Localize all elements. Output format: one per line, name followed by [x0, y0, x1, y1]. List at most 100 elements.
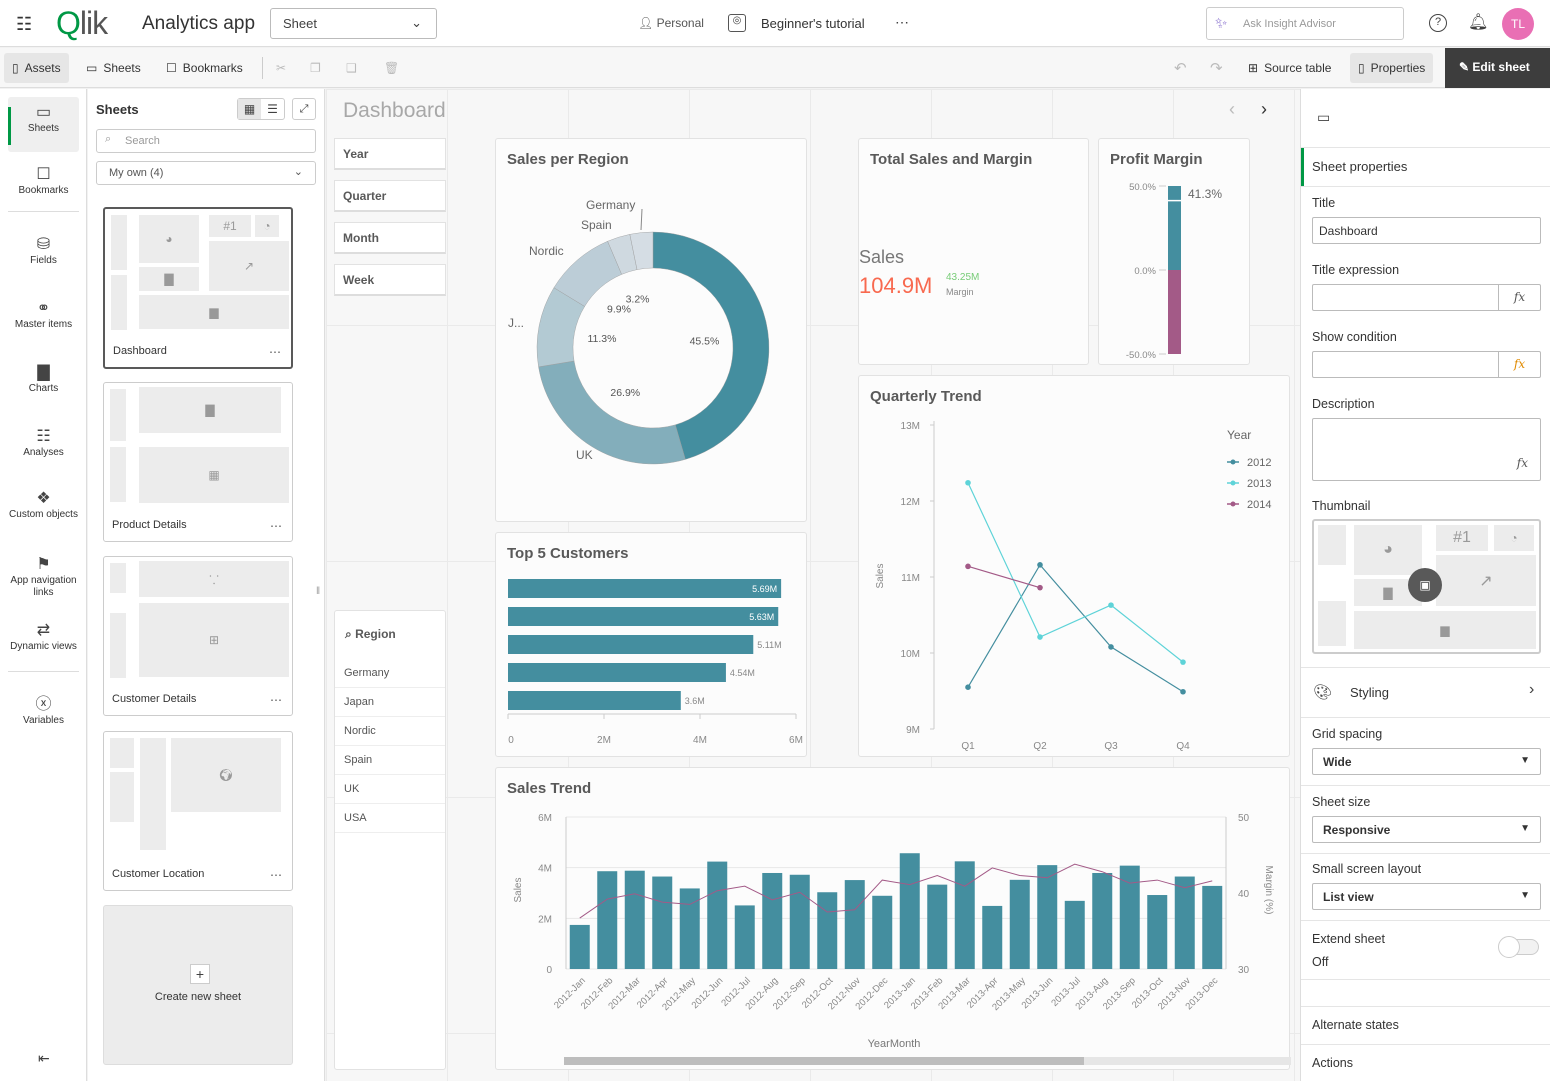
source-table-button[interactable]: ⊞Source table: [1240, 53, 1339, 83]
sheets-button[interactable]: ▭Sheets: [78, 53, 149, 83]
avatar[interactable]: TL: [1502, 8, 1534, 40]
region-item[interactable]: Spain: [335, 746, 445, 775]
grid-view-icon[interactable]: ▦: [238, 99, 261, 119]
legend-marker: [1231, 481, 1236, 486]
create-new-sheet-button[interactable]: + Create new sheet: [103, 905, 293, 1065]
sheet-card-customer-location[interactable]: 🌍︎ Customer Location⋯: [103, 731, 293, 891]
filter-week[interactable]: Week: [334, 264, 446, 296]
redo-icon[interactable]: ↷: [1202, 53, 1231, 83]
small-screen-select[interactable]: List view▼: [1312, 883, 1541, 910]
sheet-card-customer-details[interactable]: ⸪ ⊞ Customer Details⋯: [103, 556, 293, 716]
collapse-icon[interactable]: ⇤: [38, 1050, 50, 1067]
actions-section[interactable]: Actions: [1312, 1056, 1353, 1070]
rail-item-fields[interactable]: ⛁Fields: [8, 239, 79, 267]
delete-icon[interactable]: 🗑︎: [376, 53, 407, 83]
sales-trend-chart[interactable]: Sales Trend 02M4M6M304050SalesMargin (%)…: [495, 767, 1290, 1070]
chart-icon: ▇: [8, 367, 79, 379]
edit-sheet-button[interactable]: ✎ Edit sheet: [1445, 48, 1550, 88]
more-icon[interactable]: ⋯: [270, 868, 282, 882]
slice-value-label: 9.9%: [607, 304, 631, 316]
fx-icon[interactable]: fx: [1498, 352, 1540, 377]
sheet-search-input[interactable]: ⌕Search: [96, 129, 316, 153]
next-sheet-icon[interactable]: ›: [1261, 99, 1267, 120]
sheet-filter-select[interactable]: My own (4)⌄: [96, 161, 316, 185]
help-icon[interactable]: ?: [1429, 14, 1447, 32]
sparkle-icon: ✨︎: [1215, 15, 1227, 32]
extend-sheet-toggle[interactable]: [1499, 939, 1539, 955]
top-5-customers-chart[interactable]: Top 5 Customers 5.69M5.63M5.11M4.54M3.6M…: [495, 532, 807, 757]
tutorial-link[interactable]: Beginner's tutorial: [761, 16, 865, 31]
rail-item-master-items[interactable]: ⚭Master items: [8, 303, 79, 331]
bell-icon[interactable]: 🔔︎: [1468, 12, 1488, 32]
sheet-size-select[interactable]: Responsive▼: [1312, 816, 1541, 843]
fx-icon[interactable]: fx: [1498, 285, 1540, 310]
more-icon[interactable]: ⋯: [270, 519, 282, 533]
copy-icon[interactable]: ❐: [302, 53, 329, 83]
rail-item-variables[interactable]: ⓧVariables: [8, 699, 79, 727]
app-grid-icon[interactable]: ☷: [16, 14, 32, 35]
filter-month[interactable]: Month: [334, 222, 446, 254]
more-icon[interactable]: ⋯: [270, 693, 282, 707]
chart-scrollbar[interactable]: [564, 1057, 1291, 1065]
x-tick-label: 2M: [597, 735, 611, 746]
alternate-states-section[interactable]: Alternate states: [1312, 1018, 1399, 1032]
previous-sheet-icon[interactable]: ‹: [1229, 99, 1235, 120]
thumbnail-preview[interactable]: ◕ #1 ◔ ▇ ↗ ▆ ▣: [1312, 519, 1541, 654]
show-condition-input[interactable]: fx: [1312, 351, 1541, 378]
image-icon[interactable]: ▣: [1408, 568, 1442, 602]
description-input[interactable]: fx: [1312, 418, 1541, 481]
sheet-card-product-details[interactable]: ▇ ▦ Product Details⋯: [103, 382, 293, 542]
rail-item-custom-objects[interactable]: ❖Custom objects: [8, 493, 79, 521]
rail-item-sheets[interactable]: ▭Sheets: [8, 107, 79, 135]
y-tick-label: 13M: [901, 421, 920, 432]
region-item[interactable]: Japan: [335, 688, 445, 717]
list-view-icon[interactable]: ☰: [261, 99, 284, 119]
assets-button[interactable]: ▯Assets: [4, 53, 69, 83]
caret-down-icon: ▼: [1520, 890, 1530, 901]
chart-title: Total Sales and Margin: [870, 151, 1032, 168]
resize-handle[interactable]: ‖: [316, 586, 320, 597]
more-icon[interactable]: ⋯: [269, 345, 281, 359]
region-item[interactable]: Nordic: [335, 717, 445, 746]
rail-item-charts[interactable]: ▇Charts: [8, 367, 79, 395]
view-select[interactable]: Sheet⌄: [270, 8, 437, 39]
fx-icon[interactable]: fx: [1517, 456, 1528, 470]
kpi-icon: #1: [209, 215, 251, 237]
properties-button[interactable]: ▯Properties: [1350, 53, 1433, 83]
styling-section[interactable]: Styling: [1350, 685, 1389, 700]
region-item[interactable]: Germany: [335, 659, 445, 688]
more-button[interactable]: ⋯: [895, 14, 909, 31]
expand-icon[interactable]: ⤢: [292, 98, 316, 120]
gauge-tick-label: 50.0%: [1129, 182, 1156, 193]
bookmarks-button[interactable]: ☐Bookmarks: [158, 53, 251, 83]
chevron-right-icon[interactable]: ›: [1529, 681, 1534, 699]
undo-icon[interactable]: ↶: [1166, 53, 1195, 83]
data-point: [1180, 659, 1186, 665]
scrollbar-thumb[interactable]: [564, 1057, 1084, 1065]
region-item[interactable]: UK: [335, 775, 445, 804]
quarterly-trend-chart[interactable]: Quarterly Trend 9M10M11M12M13MSalesQ1Q2Q…: [858, 375, 1290, 757]
profit-margin-gauge[interactable]: Profit Margin 41.3%50.0%0.0%-50.0%: [1098, 138, 1250, 365]
rail-item-label: Bookmarks: [18, 185, 68, 196]
sheet-card-dashboard[interactable]: ◕ #1 ◔ ▇ ↗ ▆ Dashboard⋯: [103, 207, 293, 369]
total-sales-margin-kpi[interactable]: Total Sales and Margin Sales 104.9M 43.2…: [858, 138, 1089, 365]
cut-icon[interactable]: ✂: [268, 53, 294, 83]
rail-item-dynamic-views[interactable]: ⇄Dynamic views: [8, 625, 79, 653]
grid-spacing-select[interactable]: Wide▼: [1312, 748, 1541, 775]
toolbar: ▯Assets ▭Sheets ☐Bookmarks ✂ ❐ ❑ 🗑︎ ↶ ↷ …: [0, 48, 1550, 88]
paste-icon[interactable]: ❑: [338, 53, 365, 83]
filter-placeholder: [110, 447, 126, 502]
rail-item-label: Sheets: [28, 123, 59, 134]
rail-item-bookmarks[interactable]: ☐Bookmarks: [8, 169, 79, 197]
filter-year[interactable]: Year: [334, 138, 446, 170]
insight-advisor-search[interactable]: ✨︎Ask Insight Advisor: [1206, 7, 1404, 40]
title-input[interactable]: Dashboard: [1312, 217, 1541, 244]
gauge-tick-label: -50.0%: [1126, 350, 1157, 361]
region-item[interactable]: USA: [335, 804, 445, 833]
panel-icon: ▯: [1358, 61, 1365, 75]
rail-item-analyses[interactable]: ☷Analyses: [8, 431, 79, 459]
title-expression-input[interactable]: fx: [1312, 284, 1541, 311]
rail-item-app-navigation-links[interactable]: ⚑App navigation links: [8, 559, 79, 599]
filter-quarter[interactable]: Quarter: [334, 180, 446, 212]
sales-per-region-chart[interactable]: Sales per Region 45.5%26.9%UK11.3%J...9.…: [495, 138, 807, 522]
